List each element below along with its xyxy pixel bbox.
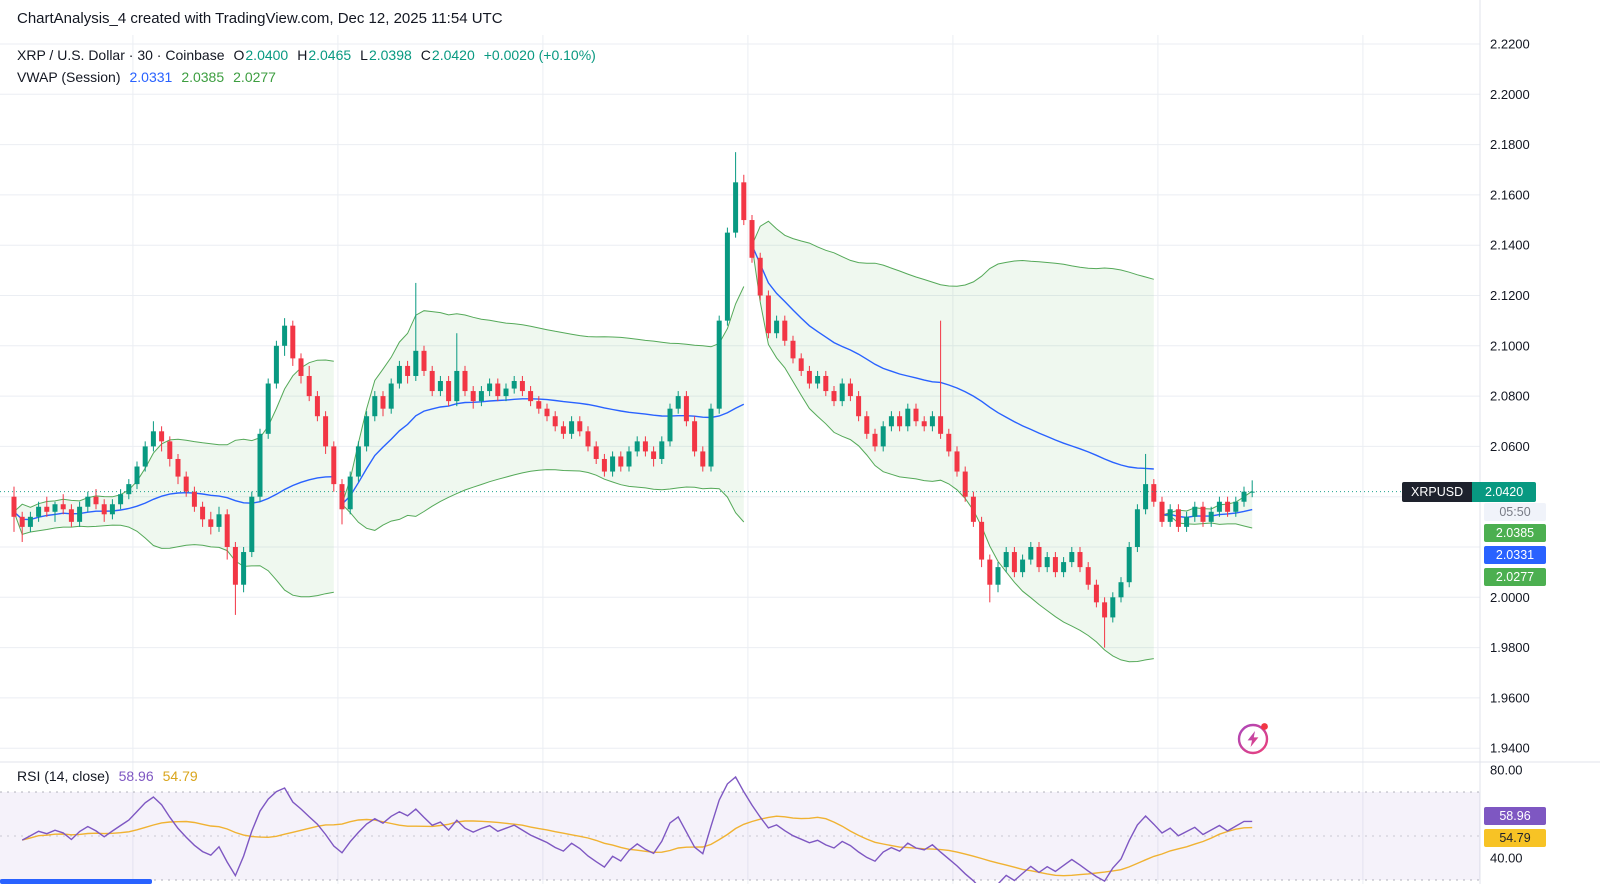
vwap-label[interactable]: VWAP (Session) xyxy=(17,69,121,85)
svg-text:2.2200: 2.2200 xyxy=(1490,37,1530,52)
ohlc-high-value: 2.0465 xyxy=(308,47,352,63)
svg-text:2.1000: 2.1000 xyxy=(1490,338,1530,353)
rsi-value: 58.96 xyxy=(118,768,154,784)
ohlc-high-key: H xyxy=(297,47,308,63)
vwap-lower-value: 2.0277 xyxy=(233,69,276,85)
ohlc-close-value: 2.0420 xyxy=(431,47,475,63)
vwap-upper-value: 2.0385 xyxy=(181,69,225,85)
symbol-badge: XRPUSD xyxy=(1402,482,1473,502)
svg-text:40.00: 40.00 xyxy=(1490,851,1523,866)
rsi-ma-badge: 54.79 xyxy=(1484,829,1546,847)
svg-text:2.1400: 2.1400 xyxy=(1490,238,1530,253)
svg-text:80.00: 80.00 xyxy=(1490,763,1523,778)
ohlc-open-value: 2.0400 xyxy=(245,47,289,63)
svg-text:1.9600: 1.9600 xyxy=(1490,690,1530,705)
svg-text:1.9400: 1.9400 xyxy=(1490,741,1530,756)
svg-text:2.1600: 2.1600 xyxy=(1490,187,1530,202)
rsi-legend: RSI (14, close) 58.96 54.79 xyxy=(17,768,198,784)
last-price-badge-row: XRPUSD 2.0420 xyxy=(1402,482,1537,502)
svg-text:1.9800: 1.9800 xyxy=(1490,640,1530,655)
legend-change: +0.0020 (+0.10%) xyxy=(483,47,596,63)
svg-text:2.1200: 2.1200 xyxy=(1490,288,1530,303)
vwap-mid-value: 2.0331 xyxy=(129,69,173,85)
notification-dot xyxy=(1261,723,1268,730)
vwap-mid-badge: 2.0331 xyxy=(1484,546,1546,564)
svg-text:2.0000: 2.0000 xyxy=(1490,590,1530,605)
ohlc-open-key: O xyxy=(233,47,245,63)
svg-text:2.2000: 2.2000 xyxy=(1490,87,1530,102)
vwap-upper-badge: 2.0385 xyxy=(1484,524,1546,542)
ohlc-low-key: L xyxy=(360,47,368,63)
main-legend: XRP / U.S. Dollar · 30 · Coinbase O 2.040… xyxy=(17,47,596,63)
vwap-legend: VWAP (Session) 2.0331 2.0385 2.0277 xyxy=(17,69,276,85)
rsi-label[interactable]: RSI (14, close) xyxy=(17,768,110,784)
bottom-pane-strip xyxy=(0,879,152,884)
vwap-lower-badge: 2.0277 xyxy=(1484,568,1546,586)
legend-symbol[interactable]: XRP / U.S. Dollar · 30 · Coinbase xyxy=(17,47,225,63)
last-price-badge: 2.0420 xyxy=(1472,482,1537,502)
chart-title: ChartAnalysis_4 created with TradingView… xyxy=(17,10,503,27)
svg-text:2.0600: 2.0600 xyxy=(1490,439,1530,454)
svg-text:2.1800: 2.1800 xyxy=(1490,137,1530,152)
rsi-ma-value: 54.79 xyxy=(162,768,198,784)
lightning-button[interactable] xyxy=(1233,717,1275,759)
ohlc-low-value: 2.0398 xyxy=(368,47,412,63)
svg-text:2.0800: 2.0800 xyxy=(1490,389,1530,404)
bar-countdown: 05:50 xyxy=(1484,503,1546,521)
ohlc-close-key: C xyxy=(420,47,431,63)
lightning-icon xyxy=(1237,723,1269,755)
rsi-badge: 58.96 xyxy=(1484,807,1546,825)
